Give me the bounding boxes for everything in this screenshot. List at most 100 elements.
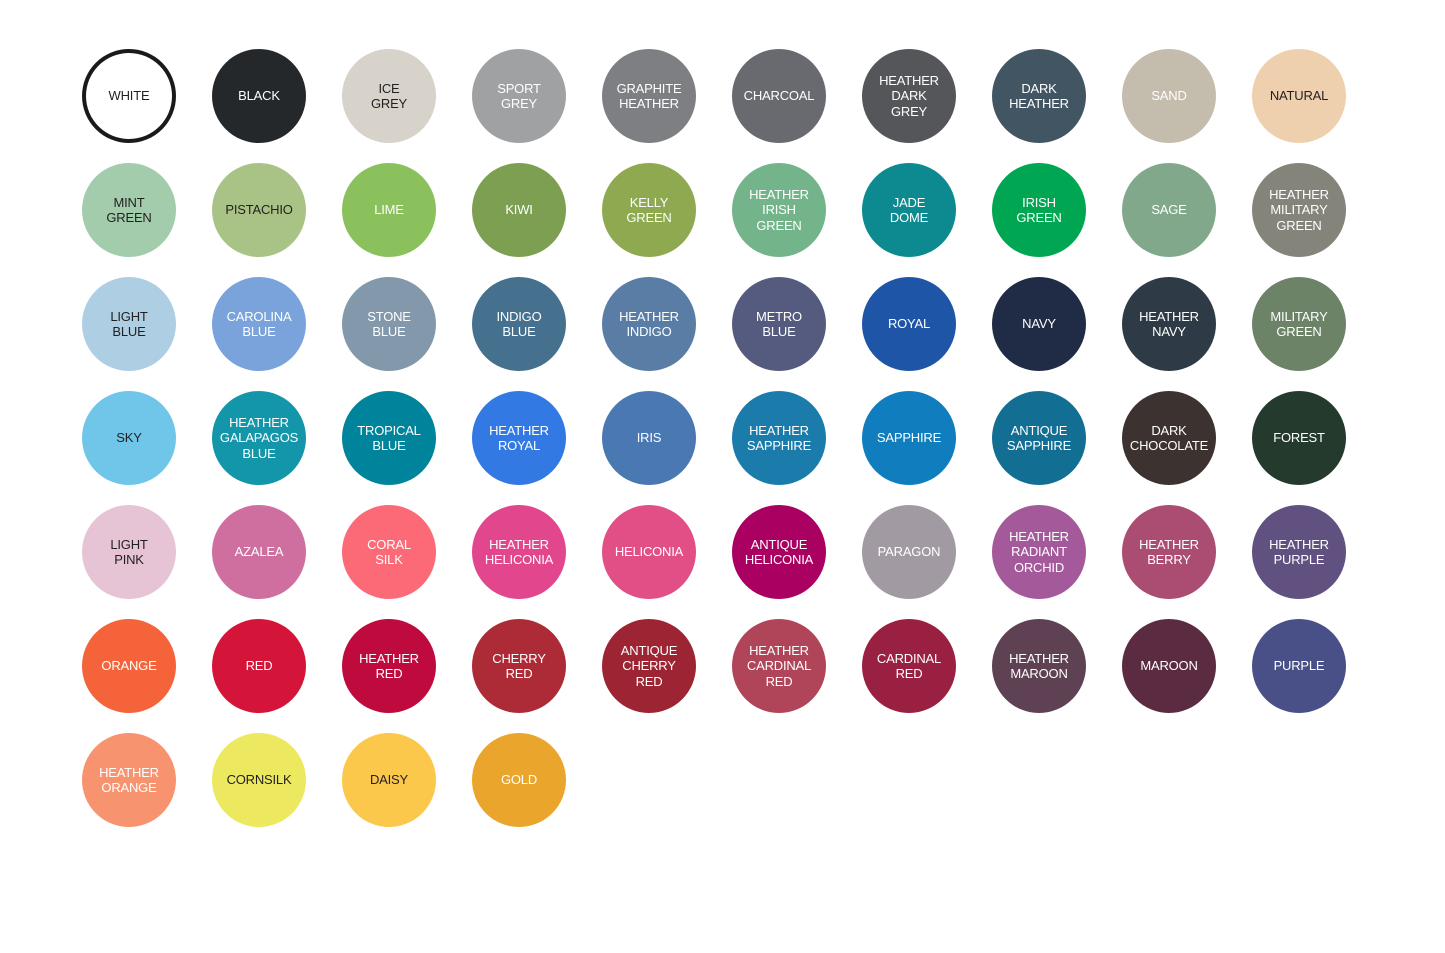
color-swatch-heather-red[interactable]: HEATHER RED <box>342 619 436 713</box>
color-swatch-label: LIGHT BLUE <box>110 308 148 339</box>
color-swatch-jade-dome[interactable]: JADE DOME <box>862 163 956 257</box>
color-swatch-antique-heliconia[interactable]: ANTIQUE HELICONIA <box>732 505 826 599</box>
color-swatch-label: SAPPHIRE <box>876 430 942 446</box>
color-swatch-label: PARAGON <box>877 544 941 560</box>
color-swatch-heliconia[interactable]: HELICONIA <box>602 505 696 599</box>
color-swatch-black[interactable]: BLACK <box>212 49 306 143</box>
color-swatch-charcoal[interactable]: CHARCOAL <box>732 49 826 143</box>
color-swatch-purple[interactable]: PURPLE <box>1252 619 1346 713</box>
color-swatch-heather-maroon[interactable]: HEATHER MAROON <box>992 619 1086 713</box>
color-swatch-label: ANTIQUE SAPPHIRE <box>1006 422 1072 453</box>
color-swatch-label: MAROON <box>1140 658 1198 674</box>
color-swatch-label: IRISH GREEN <box>1016 194 1062 225</box>
color-swatch-heather-navy[interactable]: HEATHER NAVY <box>1122 277 1216 371</box>
color-swatch-label: INDIGO BLUE <box>496 308 542 339</box>
color-swatch-pistachio[interactable]: PISTACHIO <box>212 163 306 257</box>
color-swatch-label: PISTACHIO <box>225 202 293 218</box>
color-swatch-label: HEATHER HELICONIA <box>484 536 554 567</box>
color-swatch-light-pink[interactable]: LIGHT PINK <box>82 505 176 599</box>
color-swatch-label: ANTIQUE HELICONIA <box>744 536 814 567</box>
color-swatch-label: LIME <box>374 202 404 218</box>
color-swatch-mint-green[interactable]: MINT GREEN <box>82 163 176 257</box>
color-swatch-heather-irish-green[interactable]: HEATHER IRISH GREEN <box>732 163 826 257</box>
color-swatch-sport-grey[interactable]: SPORT GREY <box>472 49 566 143</box>
color-swatch-metro-blue[interactable]: METRO BLUE <box>732 277 826 371</box>
color-swatch-heather-indigo[interactable]: HEATHER INDIGO <box>602 277 696 371</box>
color-swatch-label: SKY <box>116 430 142 446</box>
color-swatch-label: HELICONIA <box>614 544 684 560</box>
color-swatch-label: SPORT GREY <box>497 80 541 111</box>
color-swatch-heather-sapphire[interactable]: HEATHER SAPPHIRE <box>732 391 826 485</box>
color-swatch-iris[interactable]: IRIS <box>602 391 696 485</box>
color-swatch-label: ICE GREY <box>370 80 408 111</box>
color-swatch-sky[interactable]: SKY <box>82 391 176 485</box>
color-swatch-dark-heather[interactable]: DARK HEATHER <box>992 49 1086 143</box>
color-swatch-cherry-red[interactable]: CHERRY RED <box>472 619 566 713</box>
color-swatch-antique-sapphire[interactable]: ANTIQUE SAPPHIRE <box>992 391 1086 485</box>
color-swatch-label: HEATHER IRISH GREEN <box>749 187 809 233</box>
color-swatch-label: FOREST <box>1273 430 1325 446</box>
color-swatch-red[interactable]: RED <box>212 619 306 713</box>
color-swatch-heather-royal[interactable]: HEATHER ROYAL <box>472 391 566 485</box>
color-swatch-cornsilk[interactable]: CORNSILK <box>212 733 306 827</box>
color-swatch-heather-radiant-orchid[interactable]: HEATHER RADIANT ORCHID <box>992 505 1086 599</box>
color-swatch-kelly-green[interactable]: KELLY GREEN <box>602 163 696 257</box>
color-swatch-label: METRO BLUE <box>756 308 802 339</box>
color-swatch-sage[interactable]: SAGE <box>1122 163 1216 257</box>
color-swatch-graphite-heather[interactable]: GRAPHITE HEATHER <box>602 49 696 143</box>
color-swatch-military-green[interactable]: MILITARY GREEN <box>1252 277 1346 371</box>
color-swatch-label: DARK HEATHER <box>1009 80 1069 111</box>
color-swatch-daisy[interactable]: DAISY <box>342 733 436 827</box>
color-swatch-label: JADE DOME <box>889 194 929 225</box>
color-swatch-natural[interactable]: NATURAL <box>1252 49 1346 143</box>
color-swatch-heather-cardinal-red[interactable]: HEATHER CARDINAL RED <box>732 619 826 713</box>
color-swatch-label: STONE BLUE <box>367 308 411 339</box>
color-swatch-maroon[interactable]: MAROON <box>1122 619 1216 713</box>
color-swatch-heather-heliconia[interactable]: HEATHER HELICONIA <box>472 505 566 599</box>
color-swatch-orange[interactable]: ORANGE <box>82 619 176 713</box>
color-swatch-light-blue[interactable]: LIGHT BLUE <box>82 277 176 371</box>
color-swatch-cardinal-red[interactable]: CARDINAL RED <box>862 619 956 713</box>
color-swatch-label: HEATHER MAROON <box>1009 650 1069 681</box>
color-swatch-forest[interactable]: FOREST <box>1252 391 1346 485</box>
color-swatch-heather-berry[interactable]: HEATHER BERRY <box>1122 505 1216 599</box>
color-swatch-paragon[interactable]: PARAGON <box>862 505 956 599</box>
color-swatch-label: GOLD <box>500 772 538 788</box>
color-swatch-azalea[interactable]: AZALEA <box>212 505 306 599</box>
color-swatch-dark-chocolate[interactable]: DARK CHOCOLATE <box>1122 391 1216 485</box>
color-swatch-label: ORANGE <box>101 658 157 674</box>
color-swatch-heather-orange[interactable]: HEATHER ORANGE <box>82 733 176 827</box>
color-swatch-sapphire[interactable]: SAPPHIRE <box>862 391 956 485</box>
color-swatch-label: LIGHT PINK <box>110 536 148 567</box>
color-swatch-stone-blue[interactable]: STONE BLUE <box>342 277 436 371</box>
color-swatch-label: KELLY GREEN <box>626 194 672 225</box>
color-swatch-gold[interactable]: GOLD <box>472 733 566 827</box>
color-swatch-label: HEATHER PURPLE <box>1269 536 1329 567</box>
color-swatch-label: CHERRY RED <box>492 650 546 681</box>
color-swatch-heather-purple[interactable]: HEATHER PURPLE <box>1252 505 1346 599</box>
color-swatch-indigo-blue[interactable]: INDIGO BLUE <box>472 277 566 371</box>
color-swatch-irish-green[interactable]: IRISH GREEN <box>992 163 1086 257</box>
color-swatch-label: HEATHER RED <box>359 650 419 681</box>
color-swatch-ice-grey[interactable]: ICE GREY <box>342 49 436 143</box>
color-swatch-heather-dark-grey[interactable]: HEATHER DARK GREY <box>862 49 956 143</box>
color-swatch-kiwi[interactable]: KIWI <box>472 163 566 257</box>
color-swatch-heather-military-green[interactable]: HEATHER MILITARY GREEN <box>1252 163 1346 257</box>
color-swatch-carolina-blue[interactable]: CAROLINA BLUE <box>212 277 306 371</box>
color-swatch-label: HEATHER NAVY <box>1139 308 1199 339</box>
color-swatch-lime[interactable]: LIME <box>342 163 436 257</box>
color-swatch-label: WHITE <box>108 88 150 104</box>
color-swatch-antique-cherry-red[interactable]: ANTIQUE CHERRY RED <box>602 619 696 713</box>
color-swatch-white[interactable]: WHITE <box>82 49 176 143</box>
color-swatch-navy[interactable]: NAVY <box>992 277 1086 371</box>
color-swatch-heather-galapagos-blue[interactable]: HEATHER GALAPAGOS BLUE <box>212 391 306 485</box>
color-swatch-tropical-blue[interactable]: TROPICAL BLUE <box>342 391 436 485</box>
color-swatch-coral-silk[interactable]: CORAL SILK <box>342 505 436 599</box>
color-swatch-royal[interactable]: ROYAL <box>862 277 956 371</box>
color-swatch-label: DARK CHOCOLATE <box>1129 422 1209 453</box>
color-swatch-sand[interactable]: SAND <box>1122 49 1216 143</box>
color-swatch-label: CHARCOAL <box>743 88 815 104</box>
color-swatch-label: HEATHER MILITARY GREEN <box>1269 187 1329 233</box>
color-swatch-label: HEATHER ORANGE <box>99 764 159 795</box>
color-swatch-label: DAISY <box>369 772 408 788</box>
